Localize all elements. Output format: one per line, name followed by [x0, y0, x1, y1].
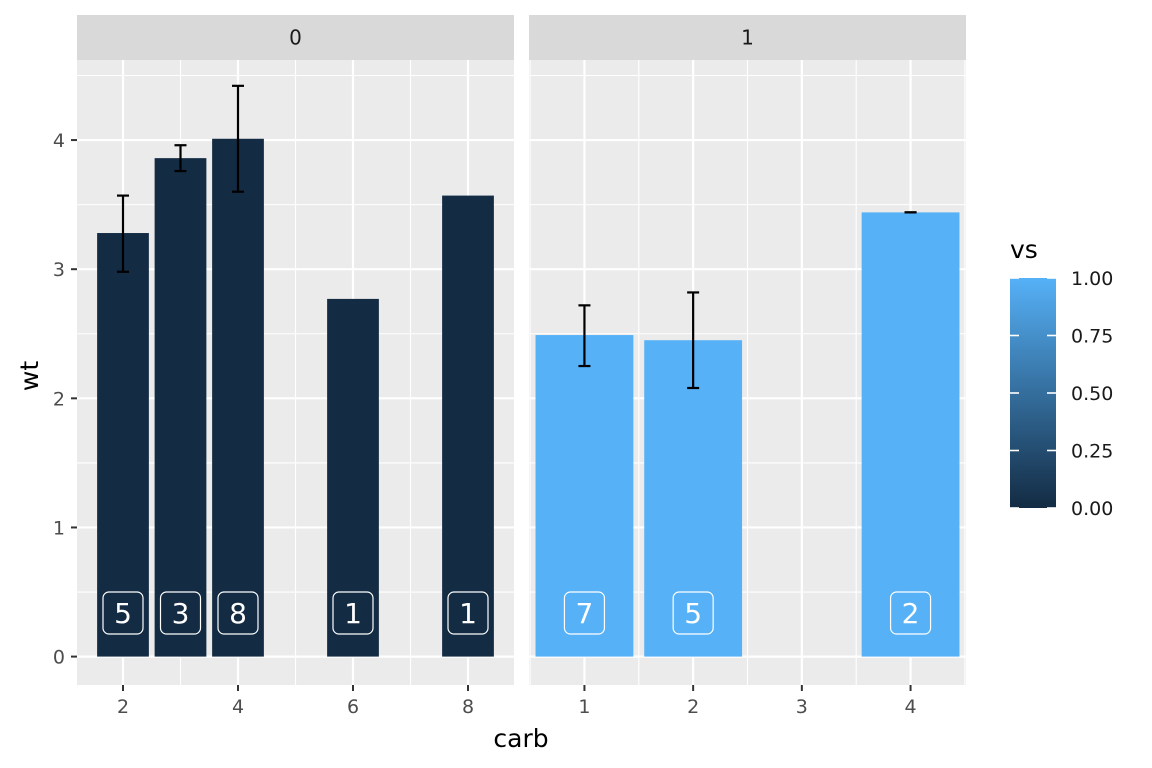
- x-tick-label: 8: [462, 696, 474, 718]
- count-label: 1: [447, 591, 489, 635]
- x-tick-label: 3: [796, 696, 808, 718]
- count-label: 5: [102, 591, 144, 635]
- legend: vs 0.00 0.25 0.50 0.75 1.00: [1010, 235, 1113, 520]
- svg-text:1: 1: [459, 597, 477, 630]
- bar: [154, 158, 207, 657]
- panel-vs-1: 1 7 5 2 1 2 3 4: [529, 15, 966, 718]
- bar: [644, 340, 743, 657]
- y-tick-label: 3: [53, 259, 65, 281]
- svg-text:3: 3: [172, 597, 190, 630]
- y-tick-label: 1: [53, 517, 65, 539]
- legend-title: vs: [1010, 235, 1038, 264]
- facet-strip-label: 0: [289, 26, 302, 50]
- x-tick-label: 1: [578, 696, 590, 718]
- count-label: 8: [217, 591, 259, 635]
- svg-text:5: 5: [114, 597, 132, 630]
- svg-text:7: 7: [576, 597, 594, 630]
- x-tick-label: 4: [905, 696, 917, 718]
- x-tick-label: 6: [347, 696, 359, 718]
- legend-tick-label: 0.50: [1071, 383, 1113, 405]
- y-axis: 0 1 2 3 4: [53, 130, 77, 669]
- legend-tick-label: 0.00: [1071, 498, 1113, 520]
- svg-text:1: 1: [344, 597, 362, 630]
- svg-text:5: 5: [684, 597, 702, 630]
- bar: [212, 138, 264, 657]
- facet-strip: [529, 15, 966, 60]
- error-bar: [687, 291, 700, 390]
- legend-tick-label: 0.75: [1071, 326, 1113, 348]
- legend-tick-label: 1.00: [1071, 268, 1113, 290]
- bar: [861, 212, 960, 657]
- count-label: 2: [889, 591, 932, 635]
- svg-text:8: 8: [229, 597, 247, 630]
- bar: [535, 335, 634, 657]
- count-label: 7: [563, 591, 606, 635]
- count-label: 5: [672, 591, 714, 635]
- x-tick-label: 4: [232, 696, 244, 718]
- error-bar: [578, 304, 591, 368]
- count-label: 1: [332, 591, 374, 635]
- x-tick-label: 2: [687, 696, 699, 718]
- facet-strip: [77, 15, 514, 60]
- y-tick-label: 0: [53, 647, 65, 669]
- facet-strip-label: 1: [741, 26, 754, 50]
- legend-tick-label: 0.25: [1071, 441, 1113, 463]
- svg-text:2: 2: [902, 597, 920, 630]
- bar: [442, 195, 494, 657]
- x-axis-title: carb: [493, 724, 548, 753]
- bar: [327, 298, 379, 657]
- panel-vs-0: 0 5 3 8 1 1 2 4 6 8: [77, 15, 514, 718]
- bar: [97, 233, 149, 657]
- y-tick-label: 2: [53, 388, 65, 410]
- count-label: 3: [159, 591, 202, 635]
- y-axis-title: wt: [15, 361, 44, 391]
- x-tick-label: 2: [117, 696, 129, 718]
- error-bar: [232, 84, 244, 193]
- error-bar: [117, 194, 129, 273]
- y-tick-label: 4: [53, 130, 65, 152]
- panels: 0 5 3 8 1 1 2 4 6 8 1 7 5 2 1 2 3 4: [77, 15, 966, 718]
- error-bar: [174, 144, 187, 173]
